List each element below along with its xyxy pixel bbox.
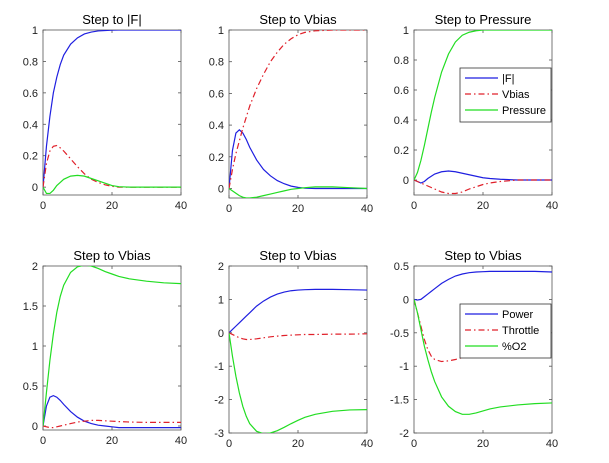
- y-tick-label: 0.6: [23, 88, 38, 100]
- x-tick-label: 0: [226, 203, 232, 215]
- x-tick-label: 20: [106, 200, 118, 212]
- x-tick-label: 0: [40, 435, 46, 447]
- y-tick-label: 1: [218, 25, 224, 37]
- x-tick-label: 20: [477, 200, 489, 212]
- series-line-power: [229, 288, 367, 334]
- x-tick-label: 0: [411, 438, 417, 450]
- legend-box: [459, 303, 552, 359]
- x-tick-label: 0: [411, 200, 417, 212]
- legend-label: Pressure: [502, 105, 546, 117]
- y-tick-label: 0: [32, 421, 38, 433]
- series-line-o2: [414, 299, 552, 415]
- y-tick-label: -3: [214, 428, 224, 440]
- series-line-f: [229, 129, 367, 190]
- series-line-pressure: [414, 30, 552, 181]
- y-tick-label: 0.8: [23, 56, 38, 68]
- y-tick-label: 0: [403, 175, 409, 187]
- y-tick-label: 0.5: [23, 381, 38, 393]
- legend-label: |F|: [502, 73, 514, 85]
- y-tick-label: 0.6: [209, 88, 224, 100]
- y-tick-label: 0.8: [209, 57, 224, 69]
- y-tick-label: 0.4: [209, 120, 224, 132]
- axes-box: [42, 29, 182, 196]
- legend-label: %O2: [502, 341, 526, 353]
- series-line-pressure: [229, 186, 367, 198]
- y-tick-label: 2: [32, 261, 38, 273]
- y-tick-label: 0.5: [394, 261, 409, 273]
- y-tick-label: 1: [32, 25, 38, 37]
- x-tick-label: 0: [40, 200, 46, 212]
- series-line-vbias: [43, 419, 181, 429]
- subplot-title: Step to Pressure: [435, 12, 532, 27]
- y-tick-label: -1: [399, 361, 409, 373]
- y-tick-label: 0.8: [394, 55, 409, 67]
- y-tick-label: 1.5: [23, 301, 38, 313]
- subplot-title: Step to Vbias: [73, 248, 151, 263]
- y-tick-label: 0: [218, 328, 224, 340]
- x-tick-label: 40: [175, 435, 187, 447]
- y-tick-label: 1: [218, 294, 224, 306]
- subplot-6: Step to Vbias 0 20 40 -2 -1.5 -1 -0.5 0 0.5 Power T…: [390, 248, 558, 450]
- x-tick-label: 20: [477, 438, 489, 450]
- x-tick-label: 0: [226, 438, 232, 450]
- series-line-pressure: [43, 266, 181, 427]
- y-tick-label: 1: [403, 25, 409, 37]
- x-tick-label: 40: [361, 438, 373, 450]
- series-line-o2: [229, 332, 367, 433]
- series-line-power: [414, 270, 552, 301]
- y-tick-label: 0: [403, 294, 409, 306]
- series-line-pressure: [43, 174, 181, 195]
- y-tick-label: 0.6: [394, 85, 409, 97]
- legend: Power Throttle %O2: [459, 303, 552, 359]
- subplot-3: Step to Pressure 0 20 40 0 0.2 0.4 0.6 0.8 1 |F| Vb…: [394, 12, 558, 212]
- series-line-vbias: [43, 144, 181, 188]
- axes-box: [228, 29, 368, 199]
- subplot-title: Step to |F|: [82, 12, 142, 27]
- x-tick-label: 40: [175, 200, 187, 212]
- series-line-f: [43, 30, 181, 188]
- y-tick-label: -1.5: [390, 395, 409, 407]
- y-tick-label: -1: [214, 361, 224, 373]
- series-line-vbias: [414, 179, 552, 195]
- subplot-1: Step to |F| 0 20 40 0 0.2 0.4 0.6 0.8 1: [23, 12, 187, 212]
- x-tick-label: 40: [361, 203, 373, 215]
- x-tick-label: 40: [546, 438, 558, 450]
- subplot-4: Step to Vbias 0 20 40 0 0.5 1 1.5 2: [23, 248, 187, 447]
- y-tick-label: 0.4: [394, 115, 409, 127]
- subplot-title: Step to Vbias: [259, 248, 337, 263]
- y-tick-label: 1: [32, 341, 38, 353]
- subplot-title: Step to Vbias: [259, 12, 337, 27]
- legend-label: Power: [502, 309, 534, 321]
- legend-label: Throttle: [502, 325, 539, 337]
- series-line-f: [414, 170, 552, 184]
- y-tick-label: -0.5: [390, 328, 409, 340]
- axes-box: [228, 265, 368, 434]
- axes-box: [42, 265, 182, 431]
- series-line-vbias: [229, 30, 367, 189]
- y-tick-label: 0: [32, 182, 38, 194]
- legend-box: [459, 67, 552, 123]
- y-tick-label: 0.2: [209, 152, 224, 164]
- y-tick-label: 0.4: [23, 119, 38, 131]
- subplot-title: Step to Vbias: [444, 248, 522, 263]
- series-line-throttle: [229, 332, 367, 341]
- subplot-5: Step to Vbias 0 20 40 -3 -2 -1 0 1 2: [214, 248, 373, 450]
- y-tick-label: 0: [218, 183, 224, 195]
- y-tick-label: 0.2: [23, 151, 38, 163]
- x-tick-label: 40: [546, 200, 558, 212]
- x-tick-label: 20: [292, 203, 304, 215]
- x-tick-label: 20: [292, 438, 304, 450]
- x-tick-label: 20: [106, 435, 118, 447]
- legend-label: Vbias: [502, 89, 530, 101]
- subplot-2: Step to Vbias 0 20 40 0 0.2 0.4 0.6 0.8 1: [209, 12, 373, 215]
- y-tick-label: -2: [214, 395, 224, 407]
- y-tick-label: 2: [218, 261, 224, 273]
- y-tick-label: 0.2: [394, 145, 409, 157]
- legend: |F| Vbias Pressure: [459, 67, 552, 123]
- y-tick-label: -2: [399, 428, 409, 440]
